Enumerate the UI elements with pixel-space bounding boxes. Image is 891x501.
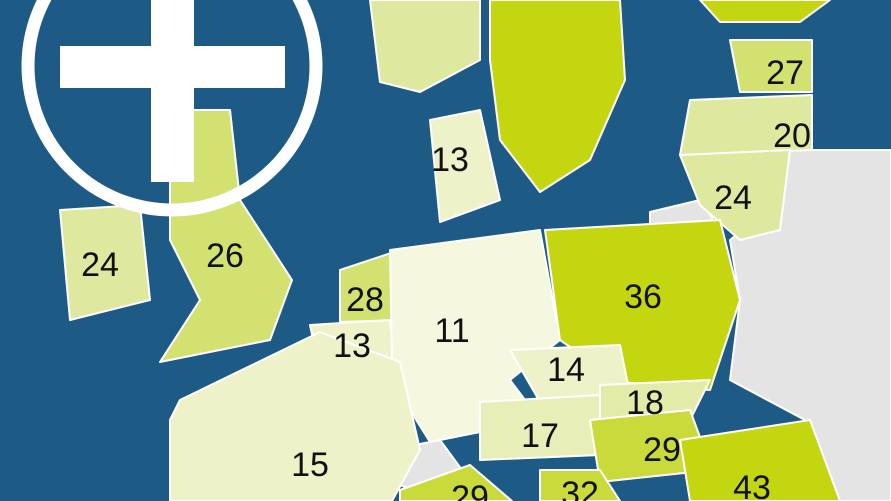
region-label: 18 (626, 384, 664, 422)
land (59, 0, 891, 501)
country (429, 109, 501, 223)
region-label: 11 (434, 312, 469, 350)
country (59, 204, 151, 321)
logo-ring (21, 0, 323, 217)
region-label: 26 (206, 237, 244, 275)
labels: 27 20 24 13 24 26 28 13 11 36 14 18 17 29 15 29 32 43 (81, 54, 811, 501)
logo-cross (151, 0, 194, 182)
region-label: 29 (643, 431, 681, 469)
region-label: 15 (291, 446, 329, 484)
region-label: 14 (547, 351, 585, 389)
region-label: 28 (346, 281, 384, 319)
country (369, 0, 481, 93)
country (679, 419, 841, 501)
region-label: 13 (333, 327, 371, 365)
region-label: 17 (521, 417, 559, 455)
region-label: 24 (714, 179, 752, 217)
region-label: 36 (624, 278, 662, 316)
region-label: 24 (81, 246, 119, 284)
region-label: 43 (733, 469, 771, 501)
country (679, 149, 791, 241)
region-label: 13 (431, 141, 469, 179)
region-label: 27 (766, 54, 804, 92)
country (729, 39, 813, 93)
logo (21, 0, 323, 217)
region-label: 20 (773, 117, 811, 155)
region-label: 32 (561, 475, 599, 501)
region-label: 29 (451, 479, 489, 501)
country (399, 464, 513, 501)
country (169, 331, 421, 501)
country (539, 469, 621, 501)
country (489, 0, 626, 193)
country (699, 0, 831, 23)
country (679, 94, 813, 156)
